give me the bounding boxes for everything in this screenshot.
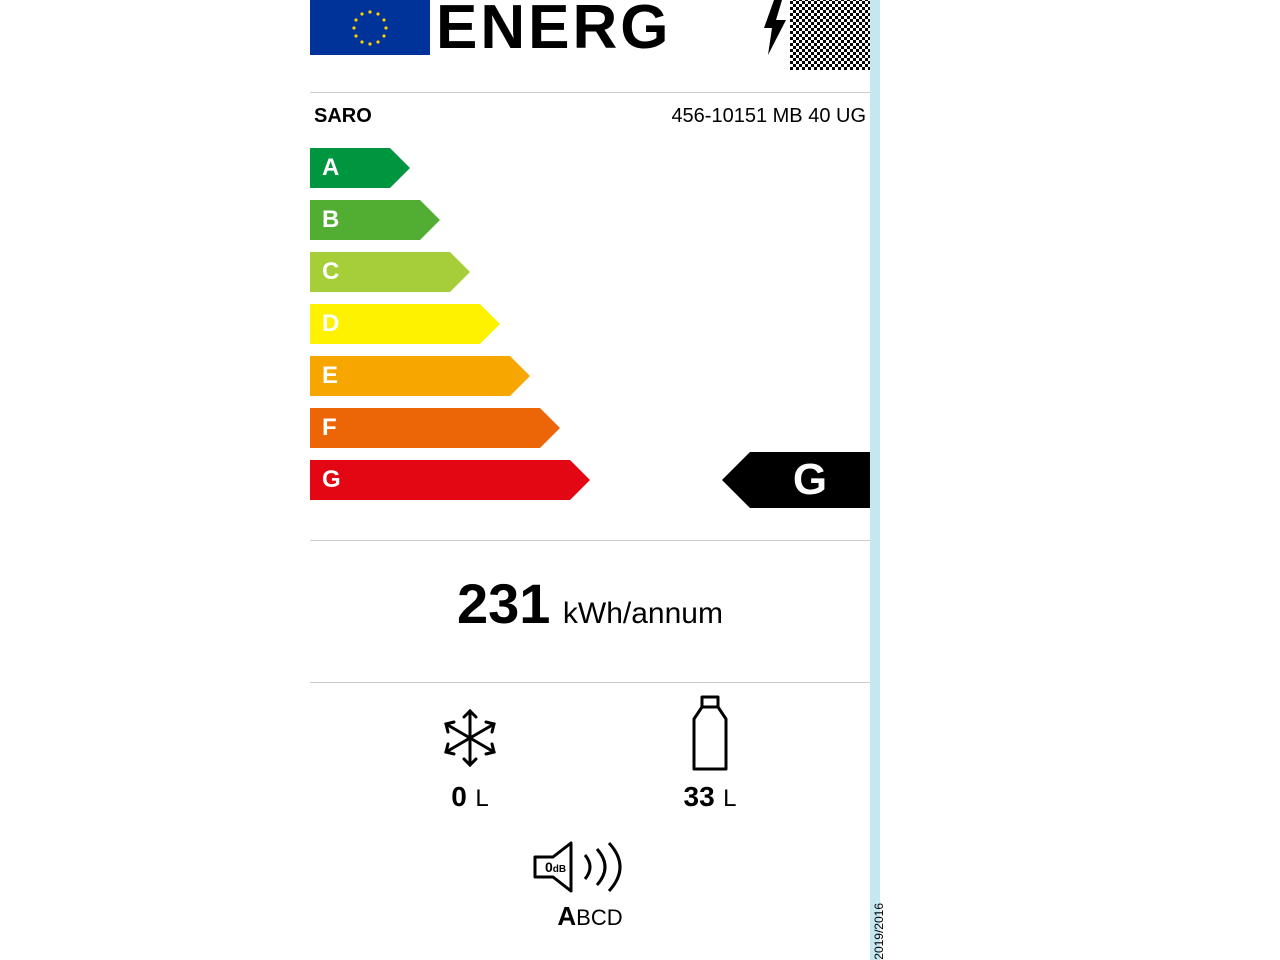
scale-arrow-b: B	[310, 200, 420, 240]
scale-arrow-label: E	[322, 362, 338, 390]
freezer-volume: 0 L	[400, 703, 540, 813]
regulation-number: 2019/2016	[872, 903, 886, 960]
scale-arrow-a: A	[310, 148, 390, 188]
noise-class: ABCD	[310, 901, 870, 932]
scale-arrow-d: D	[310, 304, 480, 344]
consumption-value: 231	[457, 572, 550, 635]
fridge-unit: L	[723, 785, 736, 812]
scale-arrow-label: F	[322, 414, 337, 442]
scale-arrow-label: A	[322, 154, 339, 182]
efficiency-scale: G ABCDEFG	[310, 148, 870, 518]
scale-arrow-e: E	[310, 356, 510, 396]
product-row: SARO 456-10151 MB 40 UG	[310, 103, 870, 134]
volumes-row: 0 L 33 L	[310, 683, 870, 813]
brand-name: SARO	[314, 105, 372, 128]
rating-letter: G	[793, 455, 827, 505]
lightning-icon	[760, 0, 790, 55]
rating-pointer: G	[750, 452, 870, 508]
fridge-value: 33	[684, 781, 715, 812]
noise-class-current: A	[557, 901, 576, 931]
energy-label: ENERG SARO 456-10151 MB 40 UG G ABCDEFG …	[310, 0, 870, 960]
scale-arrow-c: C	[310, 252, 450, 292]
noise-emission: 0dB ABCD	[310, 837, 870, 932]
svg-text:0dB: 0dB	[545, 859, 566, 875]
scale-arrow-g: G	[310, 460, 570, 500]
model-number: 456-10151 MB 40 UG	[671, 105, 866, 128]
consumption-unit: kWh/annum	[563, 597, 723, 630]
energy-title: ENERG	[436, 0, 760, 55]
scale-arrow-f: F	[310, 408, 540, 448]
speaker-icon: 0dB	[525, 837, 655, 897]
eu-flag-icon	[310, 0, 430, 55]
scale-arrow-label: B	[322, 206, 339, 234]
qr-code-icon	[790, 0, 870, 70]
freezer-value: 0	[451, 781, 467, 812]
snowflake-icon	[435, 703, 505, 773]
scale-arrow-label: G	[322, 466, 341, 494]
freezer-unit: L	[475, 785, 488, 812]
header: ENERG	[310, 0, 870, 70]
fridge-volume: 33 L	[640, 693, 780, 813]
divider	[310, 92, 870, 93]
scale-arrow-label: D	[322, 310, 339, 338]
noise-class-scale: BCD	[576, 905, 622, 930]
bottle-icon	[684, 693, 736, 773]
consumption: 231 kWh/annum	[310, 541, 870, 660]
scale-arrow-label: C	[322, 258, 339, 286]
